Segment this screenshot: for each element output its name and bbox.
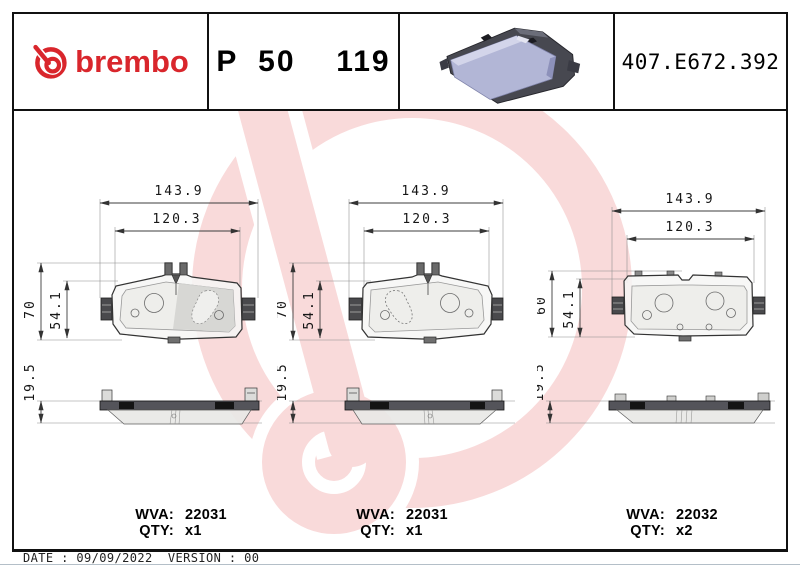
qty-label: QTY: [360,523,395,539]
header-photo-cell [400,14,615,109]
dim-height-total: 60 [537,295,549,315]
dim-thickness: 19.5 [23,362,38,401]
bottom-hairline [0,564,800,565]
brembo-ring-b-icon [32,44,67,79]
dim-height-inner: 54.1 [562,289,577,328]
dim-width-total: 143.9 [154,184,203,199]
dim-height-total: 70 [277,299,290,319]
dim-height-inner: 54.1 [49,290,64,329]
brake-pad-3d-photo [439,27,580,104]
qty-value: x1 [406,523,423,539]
brembo-watermark-icon [192,111,632,544]
footer-date-version: DATE : 09/09/2022 VERSION : 00 [23,551,260,565]
wva-value: 22032 [676,507,718,523]
dim-width-total: 143.9 [401,184,450,199]
drawing-column-1: 143.9 120.3 70 54.1 19.5 [22,179,272,544]
pad-drawing-3: 143.9 120.3 60 54.1 [537,192,775,539]
dim-width-inner: 120.3 [402,212,451,227]
dim-height-inner: 54.1 [302,290,317,329]
dim-thickness: 19.5 [537,362,547,401]
wva-label: WVA: [626,507,665,523]
qty-value: x2 [676,523,693,539]
wva-label: WVA: [356,507,395,523]
header-part-number-cell: P 50 119 [209,14,400,109]
wva-label: WVA: [135,507,174,523]
drawing-column-3: 143.9 120.3 60 54.1 [537,179,782,544]
header-brand-cell: brembo [14,14,209,109]
pad-drawing-2: 143.9 120.3 70 54.1 19 [277,184,515,539]
qty-label: QTY: [630,523,665,539]
dim-thickness: 19.5 [277,362,290,401]
sheet-border-box: brembo P 50 119 [12,12,788,552]
dim-height-total: 70 [23,299,38,319]
part-number: P 50 119 [216,44,391,78]
brembo-logo: brembo [32,44,189,80]
drawing-area: 143.9 120.3 70 54.1 19.5 [14,111,782,544]
header: brembo P 50 119 [14,14,786,111]
drawing-column-2: 143.9 120.3 70 54.1 19 [277,179,527,544]
dim-width-inner: 120.3 [665,220,714,235]
dim-width-inner: 120.3 [152,212,201,227]
qty-value: x1 [185,523,202,539]
wva-value: 22031 [185,507,227,523]
qty-label: QTY: [139,523,174,539]
brand-wordmark: brembo [75,43,189,79]
pad-drawing-1: 143.9 120.3 70 54.1 19.5 [23,184,262,539]
wva-value: 22031 [406,507,448,523]
reference-number: 407.E672.392 [621,49,780,74]
header-reference-cell: 407.E672.392 [615,14,786,109]
dim-width-total: 143.9 [665,192,714,207]
